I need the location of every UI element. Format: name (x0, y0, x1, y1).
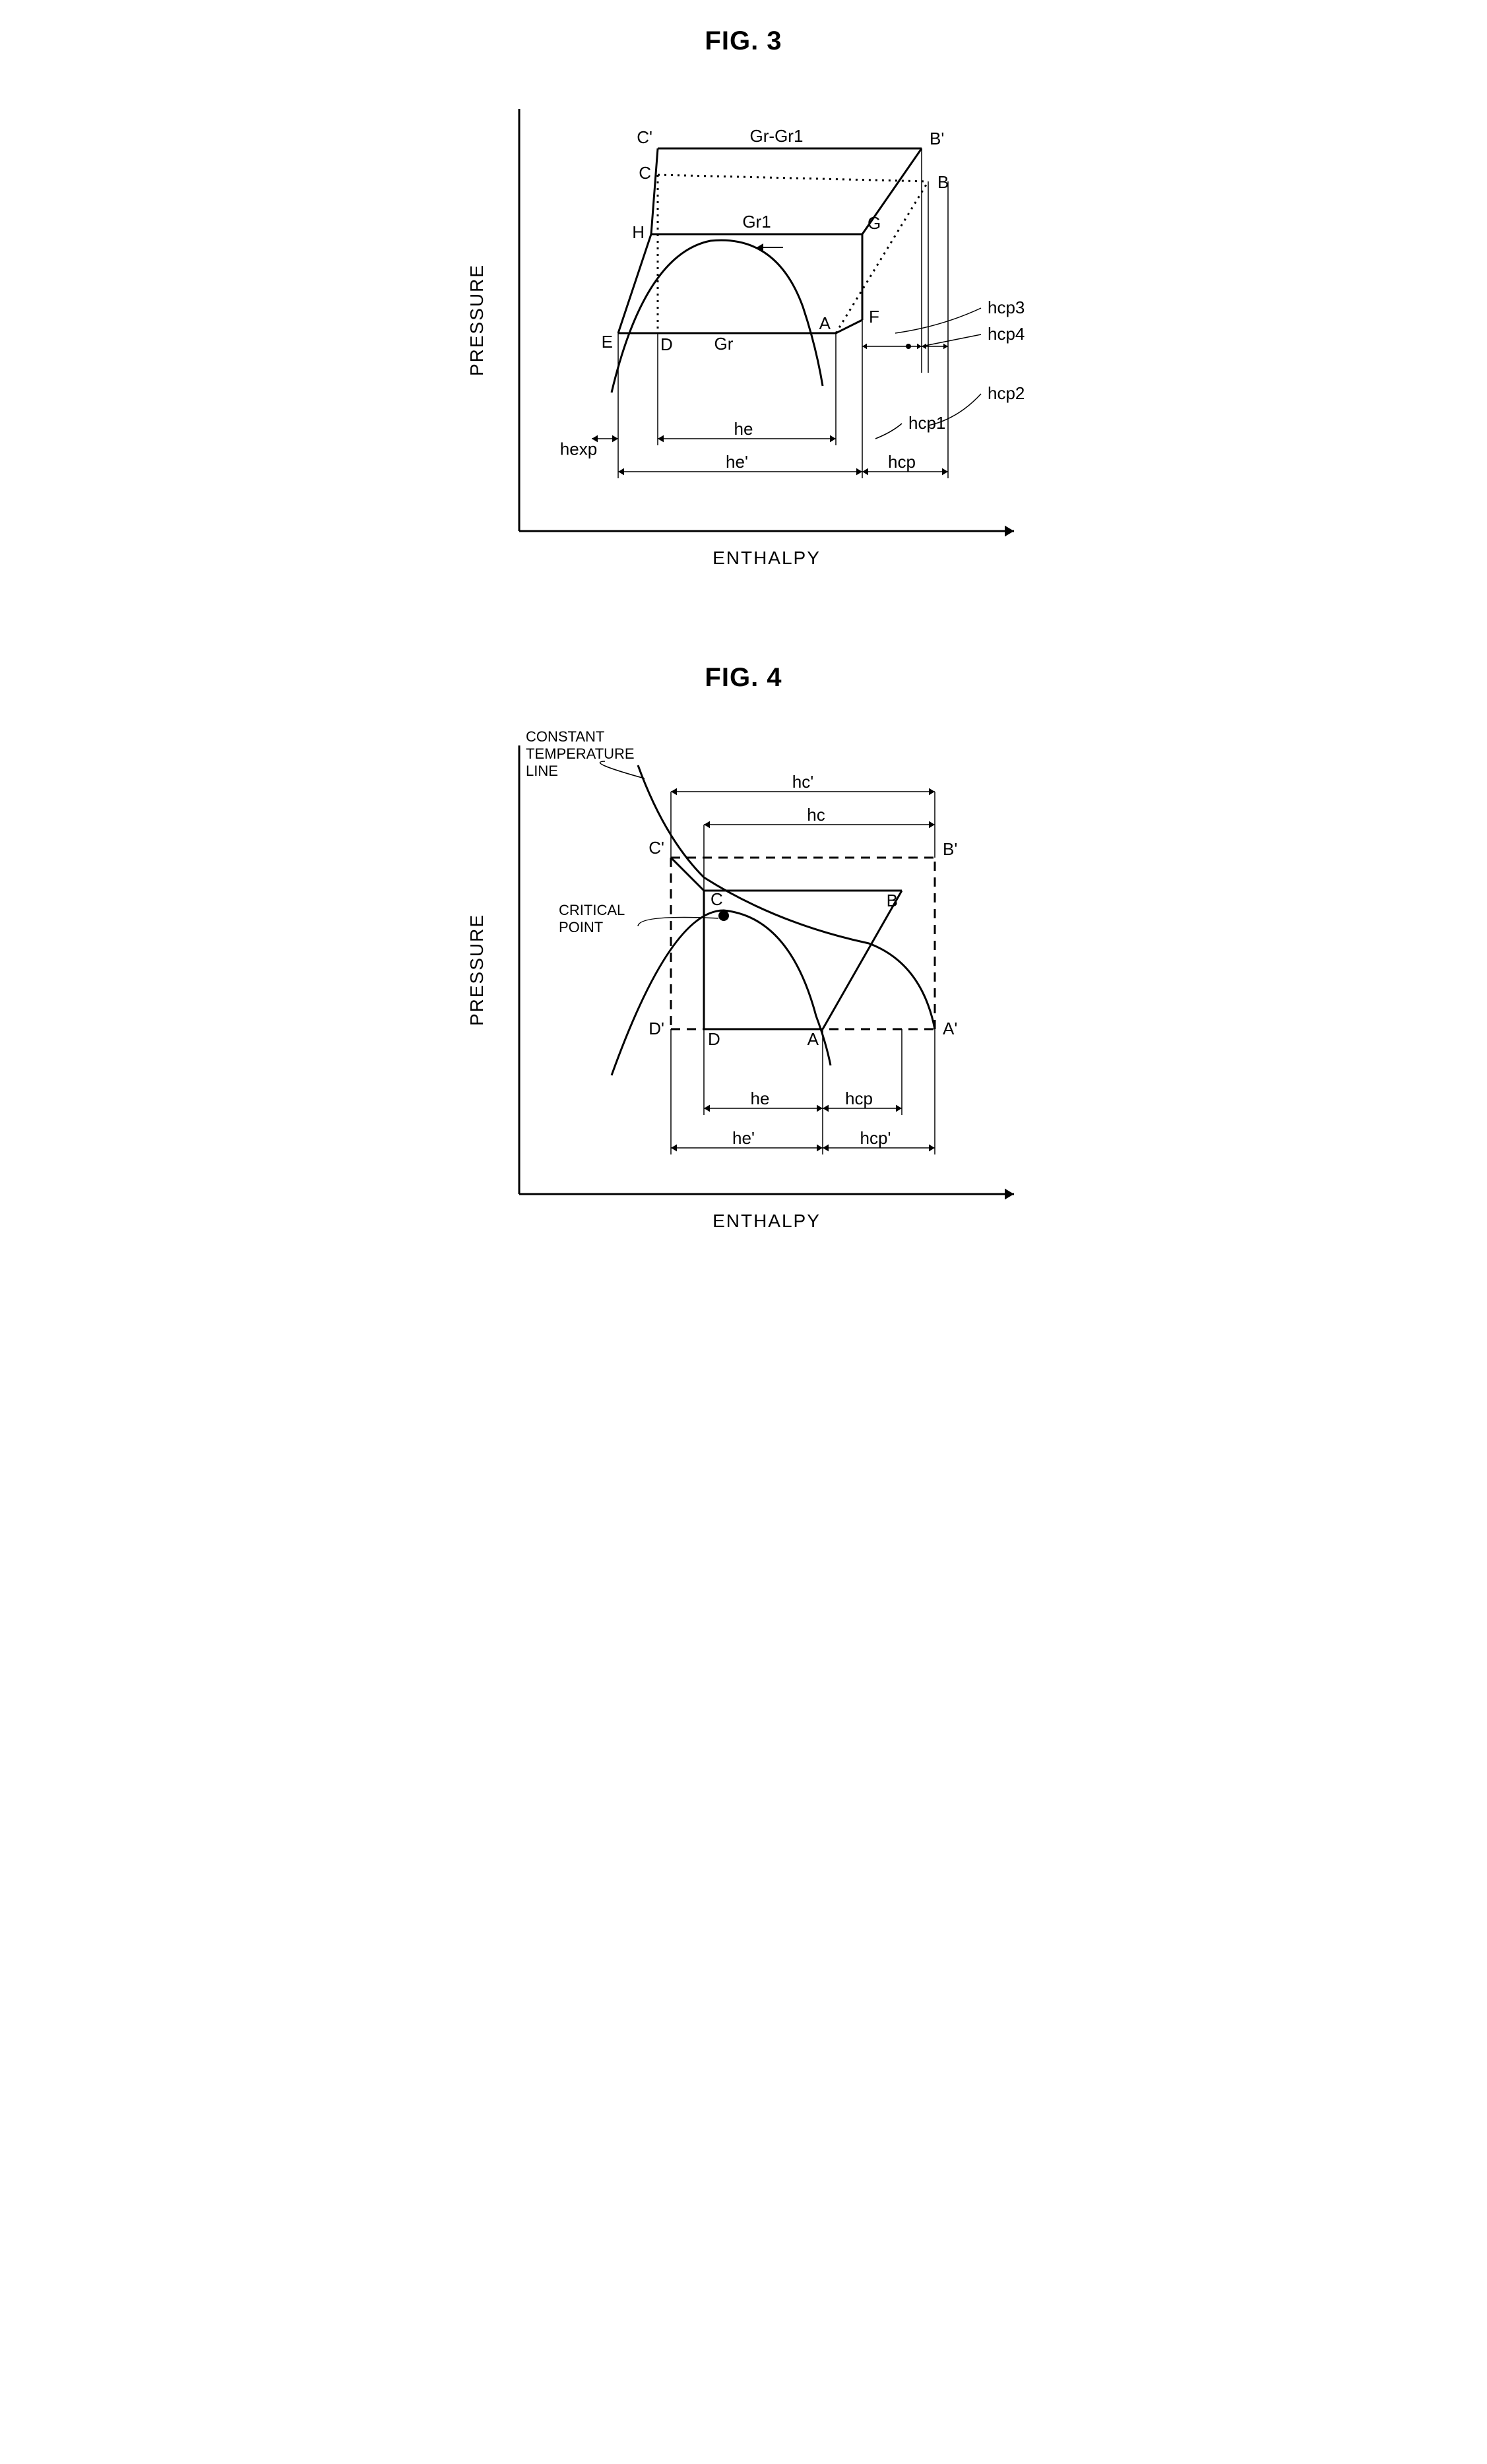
svg-text:G: G (868, 213, 881, 233)
svg-text:A: A (807, 1029, 819, 1049)
svg-text:hcp3: hcp3 (988, 298, 1025, 317)
svg-text:D': D' (649, 1019, 664, 1038)
svg-text:hcp2: hcp2 (988, 383, 1025, 403)
svg-text:B: B (887, 891, 898, 910)
svg-text:hc: hc (807, 805, 825, 825)
svg-text:Gr1: Gr1 (742, 212, 771, 232)
svg-text:TEMPERATURE: TEMPERATURE (526, 745, 635, 762)
svg-text:C: C (711, 889, 723, 909)
svg-text:C': C' (637, 127, 652, 147)
svg-text:PRESSURE: PRESSURE (466, 914, 487, 1026)
svg-text:B: B (937, 172, 949, 192)
svg-text:A: A (819, 313, 831, 333)
svg-text:CRITICAL: CRITICAL (559, 902, 625, 918)
svg-text:ENTHALPY: ENTHALPY (712, 548, 821, 568)
fig3-chart: ENTHALPY PRESSURE C' B' C B H G F A E D Gr-Gr1 Gr1 Gr h… (447, 69, 1040, 584)
svg-text:hcp': hcp' (860, 1128, 891, 1148)
svg-text:CONSTANT: CONSTANT (526, 728, 604, 745)
svg-text:Gr: Gr (714, 334, 734, 354)
fig4-chart: ENTHALPY PRESSURE C' B' C B D' D A A' CONSTANTTEMP… (447, 706, 1040, 1247)
svg-text:PRESSURE: PRESSURE (466, 264, 487, 376)
svg-text:C: C (639, 163, 651, 183)
svg-text:he': he' (732, 1128, 755, 1148)
svg-text:D: D (708, 1029, 720, 1049)
svg-text:hcp4: hcp4 (988, 324, 1025, 344)
figure-3-title: FIG. 3 (381, 26, 1106, 56)
svg-text:hcp1: hcp1 (908, 413, 945, 433)
svg-text:D: D (660, 334, 673, 354)
svg-text:ENTHALPY: ENTHALPY (712, 1211, 821, 1231)
svg-text:Gr-Gr1: Gr-Gr1 (750, 126, 804, 146)
svg-text:LINE: LINE (526, 763, 558, 779)
svg-text:B': B' (943, 839, 957, 859)
svg-text:POINT: POINT (559, 919, 603, 935)
figure-4: FIG. 4 ENTHALPY PRESSURE C' B' C B D' D A A' CONST… (381, 663, 1106, 1247)
svg-text:B': B' (930, 129, 944, 148)
svg-text:E: E (602, 332, 613, 352)
svg-text:F: F (869, 307, 879, 327)
svg-text:he': he' (726, 452, 748, 472)
svg-text:hcp: hcp (888, 452, 916, 472)
figure-4-title: FIG. 4 (381, 663, 1106, 693)
svg-text:hcp: hcp (845, 1089, 873, 1108)
figure-3: FIG. 3 ENTHALPY PRESSURE C' B' C B H G F A E D Gr-Gr… (381, 26, 1106, 584)
svg-text:H: H (632, 222, 645, 242)
svg-text:hexp: hexp (560, 439, 597, 459)
svg-text:A': A' (943, 1019, 957, 1038)
svg-text:he: he (734, 419, 753, 439)
svg-text:C': C' (649, 838, 664, 858)
svg-text:he: he (751, 1089, 770, 1108)
svg-text:hc': hc' (792, 772, 813, 792)
